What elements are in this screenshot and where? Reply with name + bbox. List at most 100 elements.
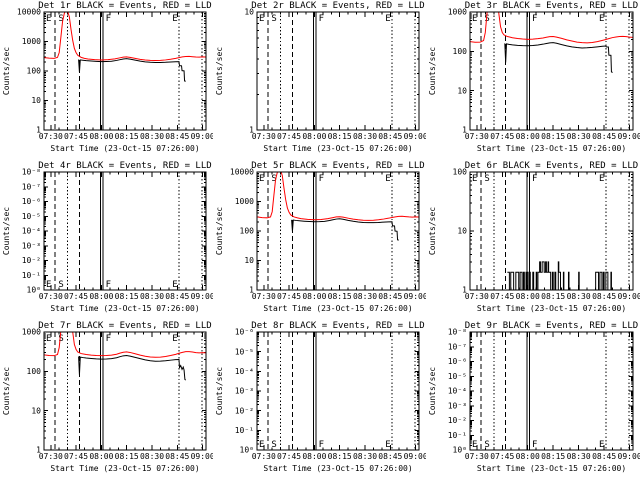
- event-letter-e: E: [259, 440, 264, 450]
- plot-title: Det 3r BLACK = Events, RED = LLD: [465, 1, 638, 11]
- x-tick-label: 09:00: [191, 292, 213, 301]
- event-letter-e: E: [472, 440, 477, 450]
- y-tick-label: 10⁻¹: [22, 271, 41, 280]
- x-tick-label: 07:30: [252, 292, 276, 301]
- x-tick-label: 07:45: [490, 452, 514, 461]
- event-letter-s: S: [271, 14, 276, 24]
- y-tick-label: 1: [462, 286, 467, 295]
- plot-box: [256, 11, 420, 131]
- plot-box: [469, 171, 634, 291]
- y-tick-label: 10⁻³: [448, 401, 467, 410]
- x-tick-label: 08:15: [541, 132, 565, 141]
- y-axis-label: Counts/sec: [428, 367, 437, 415]
- y-tick-label: 10⁻¹: [448, 431, 467, 440]
- y-tick-label: 1: [462, 126, 467, 135]
- subplot-det-9r: Det 9r BLACK = Events, RED = LLD Start Ti…: [428, 321, 640, 473]
- subplot-det-4r: Det 4r BLACK = Events, RED = LLD Start Ti…: [2, 161, 213, 313]
- y-tick-label: 10: [244, 8, 254, 17]
- x-tick-label: 08:00: [302, 292, 326, 301]
- event-letter-e: E: [385, 174, 390, 184]
- y-tick-label: 1000: [235, 197, 254, 206]
- x-tick-label: 08:30: [353, 292, 377, 301]
- x-tick-label: 07:45: [64, 452, 88, 461]
- x-tick-label: 08:00: [302, 132, 326, 141]
- event-letter-e: E: [599, 440, 604, 450]
- y-tick-label: 1: [249, 286, 254, 295]
- x-tick-label: 07:45: [490, 292, 514, 301]
- series-events: [504, 42, 613, 73]
- y-tick-label: 10⁰: [27, 286, 41, 295]
- x-axis-label: Start Time (23-Oct-15 07:26:00): [477, 464, 626, 473]
- event-letter-f: F: [106, 334, 111, 344]
- y-tick-label: 10: [244, 256, 254, 265]
- plot-box: [256, 331, 420, 451]
- series-events: [291, 218, 399, 241]
- x-tick-label: 07:45: [277, 292, 301, 301]
- x-axis-label: Start Time (23-Oct-15 07:26:00): [50, 464, 199, 473]
- y-tick-label: 10⁻⁵: [448, 372, 467, 381]
- y-axis-label: Counts/sec: [2, 207, 11, 255]
- event-letter-s: S: [271, 174, 276, 184]
- event-letter-f: F: [532, 14, 537, 24]
- y-tick-label: 10⁻⁸: [448, 328, 467, 337]
- x-tick-label: 08:45: [165, 132, 189, 141]
- series-lld: [257, 172, 419, 221]
- plot-title: Det 4r BLACK = Events, RED = LLD: [38, 161, 211, 171]
- y-tick-label: 10000: [17, 8, 41, 17]
- plot-box: [43, 171, 207, 291]
- x-tick-label: 07:30: [252, 132, 276, 141]
- subplot-det-6r: Det 6r BLACK = Events, RED = LLD Start Ti…: [428, 161, 640, 313]
- event-letter-s: S: [484, 174, 489, 184]
- x-axis-label: Start Time (23-Oct-15 07:26:00): [50, 304, 199, 313]
- y-tick-label: 10⁻¹: [235, 426, 254, 435]
- event-letter-e: E: [472, 14, 477, 24]
- event-letter-e: E: [259, 174, 264, 184]
- x-tick-label: 09:00: [404, 452, 426, 461]
- x-axis-label: Start Time (23-Oct-15 07:26:00): [263, 304, 412, 313]
- event-letter-e: E: [46, 280, 51, 290]
- x-tick-label: 08:15: [328, 452, 352, 461]
- y-tick-label: 10: [457, 86, 467, 95]
- x-tick-label: 08:15: [328, 132, 352, 141]
- y-tick-label: 100: [240, 227, 255, 236]
- subplot-det-7r: Det 7r BLACK = Events, RED = LLD Start Ti…: [2, 321, 213, 473]
- y-tick-label: 10⁻⁶: [448, 357, 467, 366]
- x-tick-label: 08:30: [567, 292, 591, 301]
- x-axis-label: Start Time (23-Oct-15 07:26:00): [477, 304, 626, 313]
- y-tick-label: 10⁰: [453, 446, 467, 455]
- event-letter-e: E: [385, 14, 390, 24]
- x-tick-label: 07:30: [252, 452, 276, 461]
- plot-title: Det 5r BLACK = Events, RED = LLD: [251, 161, 424, 171]
- x-tick-label: 07:45: [490, 132, 514, 141]
- plot-title: Det 2r BLACK = Events, RED = LLD: [251, 1, 424, 11]
- x-tick-label: 07:45: [277, 452, 301, 461]
- y-tick-label: 10⁻⁴: [235, 367, 254, 376]
- x-tick-label: 08:30: [567, 132, 591, 141]
- x-tick-label: 09:00: [404, 132, 426, 141]
- y-tick-label: 10⁻²: [235, 406, 254, 415]
- x-axis-label: Start Time (23-Oct-15 07:26:00): [50, 144, 199, 153]
- event-letter-f: F: [106, 280, 111, 290]
- series-lld: [44, 12, 206, 61]
- series-events: [78, 355, 187, 381]
- event-letter-s: S: [484, 440, 489, 450]
- y-axis-label: Counts/sec: [215, 47, 224, 95]
- y-tick-label: 100: [27, 67, 42, 76]
- y-tick-label: 10⁻²: [22, 256, 41, 265]
- event-letter-e: E: [172, 280, 177, 290]
- x-tick-label: 08:15: [115, 452, 139, 461]
- y-tick-label: 10⁻⁴: [22, 227, 41, 236]
- plot-box: [469, 11, 634, 131]
- event-letter-f: F: [319, 174, 324, 184]
- y-tick-label: 10⁻⁸: [22, 168, 41, 177]
- event-letter-e: E: [46, 334, 51, 344]
- series-events: [507, 261, 612, 290]
- x-tick-label: 08:45: [378, 452, 402, 461]
- x-axis-label: Start Time (23-Oct-15 07:26:00): [477, 144, 626, 153]
- y-axis-label: Counts/sec: [428, 207, 437, 255]
- x-tick-label: 08:30: [353, 452, 377, 461]
- x-tick-label: 08:45: [592, 132, 616, 141]
- y-tick-label: 10⁰: [240, 446, 254, 455]
- event-letter-e: E: [46, 14, 51, 24]
